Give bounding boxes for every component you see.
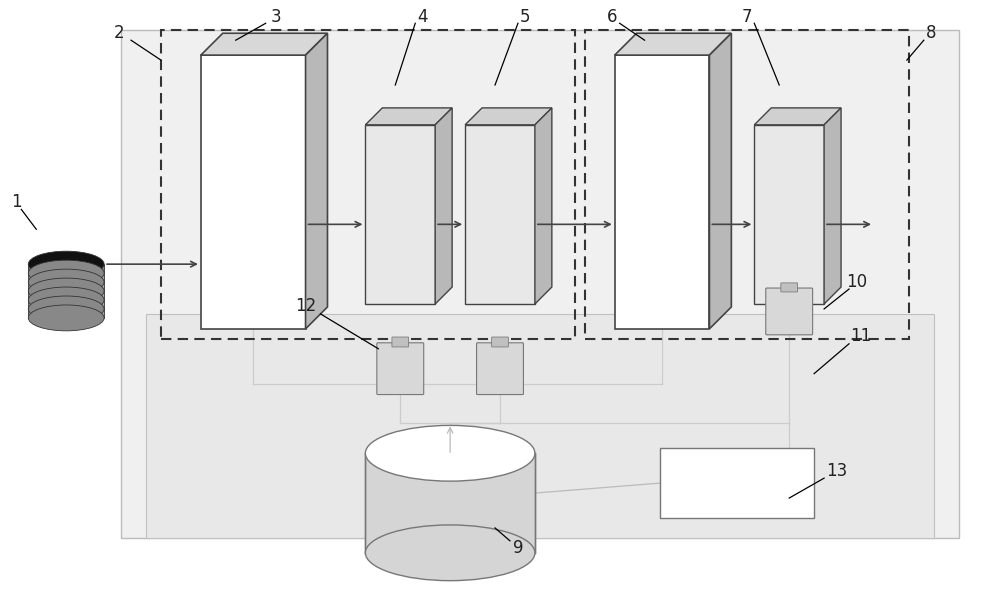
Ellipse shape [28, 251, 104, 277]
FancyBboxPatch shape [392, 337, 409, 347]
Ellipse shape [365, 525, 535, 581]
Ellipse shape [28, 269, 104, 295]
FancyBboxPatch shape [660, 448, 814, 518]
FancyBboxPatch shape [121, 30, 959, 538]
Polygon shape [28, 291, 104, 300]
Polygon shape [465, 108, 552, 125]
Ellipse shape [28, 260, 104, 286]
Text: 2: 2 [114, 24, 124, 42]
Ellipse shape [28, 305, 104, 331]
Polygon shape [365, 125, 435, 304]
FancyBboxPatch shape [146, 314, 934, 538]
Text: 5: 5 [520, 8, 530, 26]
Polygon shape [28, 282, 104, 291]
Text: 8: 8 [926, 24, 936, 42]
Ellipse shape [28, 278, 104, 304]
Text: 12: 12 [295, 297, 316, 315]
Text: 7: 7 [742, 8, 753, 26]
Ellipse shape [28, 296, 104, 322]
Text: 4: 4 [417, 8, 427, 26]
FancyBboxPatch shape [477, 343, 523, 394]
Polygon shape [615, 55, 709, 329]
Polygon shape [306, 33, 327, 329]
Polygon shape [365, 453, 535, 553]
Polygon shape [754, 108, 841, 125]
Ellipse shape [28, 287, 104, 313]
Text: 11: 11 [850, 327, 872, 345]
Polygon shape [615, 33, 731, 55]
Ellipse shape [365, 425, 535, 481]
FancyBboxPatch shape [781, 283, 798, 292]
FancyBboxPatch shape [766, 288, 813, 335]
Polygon shape [28, 264, 104, 273]
Text: 1: 1 [11, 194, 22, 211]
Polygon shape [28, 309, 104, 318]
FancyBboxPatch shape [377, 343, 424, 394]
Polygon shape [465, 125, 535, 304]
Polygon shape [535, 108, 552, 304]
Polygon shape [754, 125, 824, 304]
Polygon shape [201, 55, 306, 329]
Text: 9: 9 [513, 539, 523, 557]
Text: 10: 10 [846, 273, 868, 291]
FancyBboxPatch shape [492, 337, 508, 347]
Polygon shape [365, 108, 452, 125]
Polygon shape [28, 273, 104, 282]
Polygon shape [824, 108, 841, 304]
Text: 3: 3 [270, 8, 281, 26]
Text: 13: 13 [826, 462, 848, 480]
Polygon shape [201, 33, 327, 55]
Polygon shape [709, 33, 731, 329]
Polygon shape [28, 300, 104, 309]
Polygon shape [435, 108, 452, 304]
Text: 6: 6 [606, 8, 617, 26]
